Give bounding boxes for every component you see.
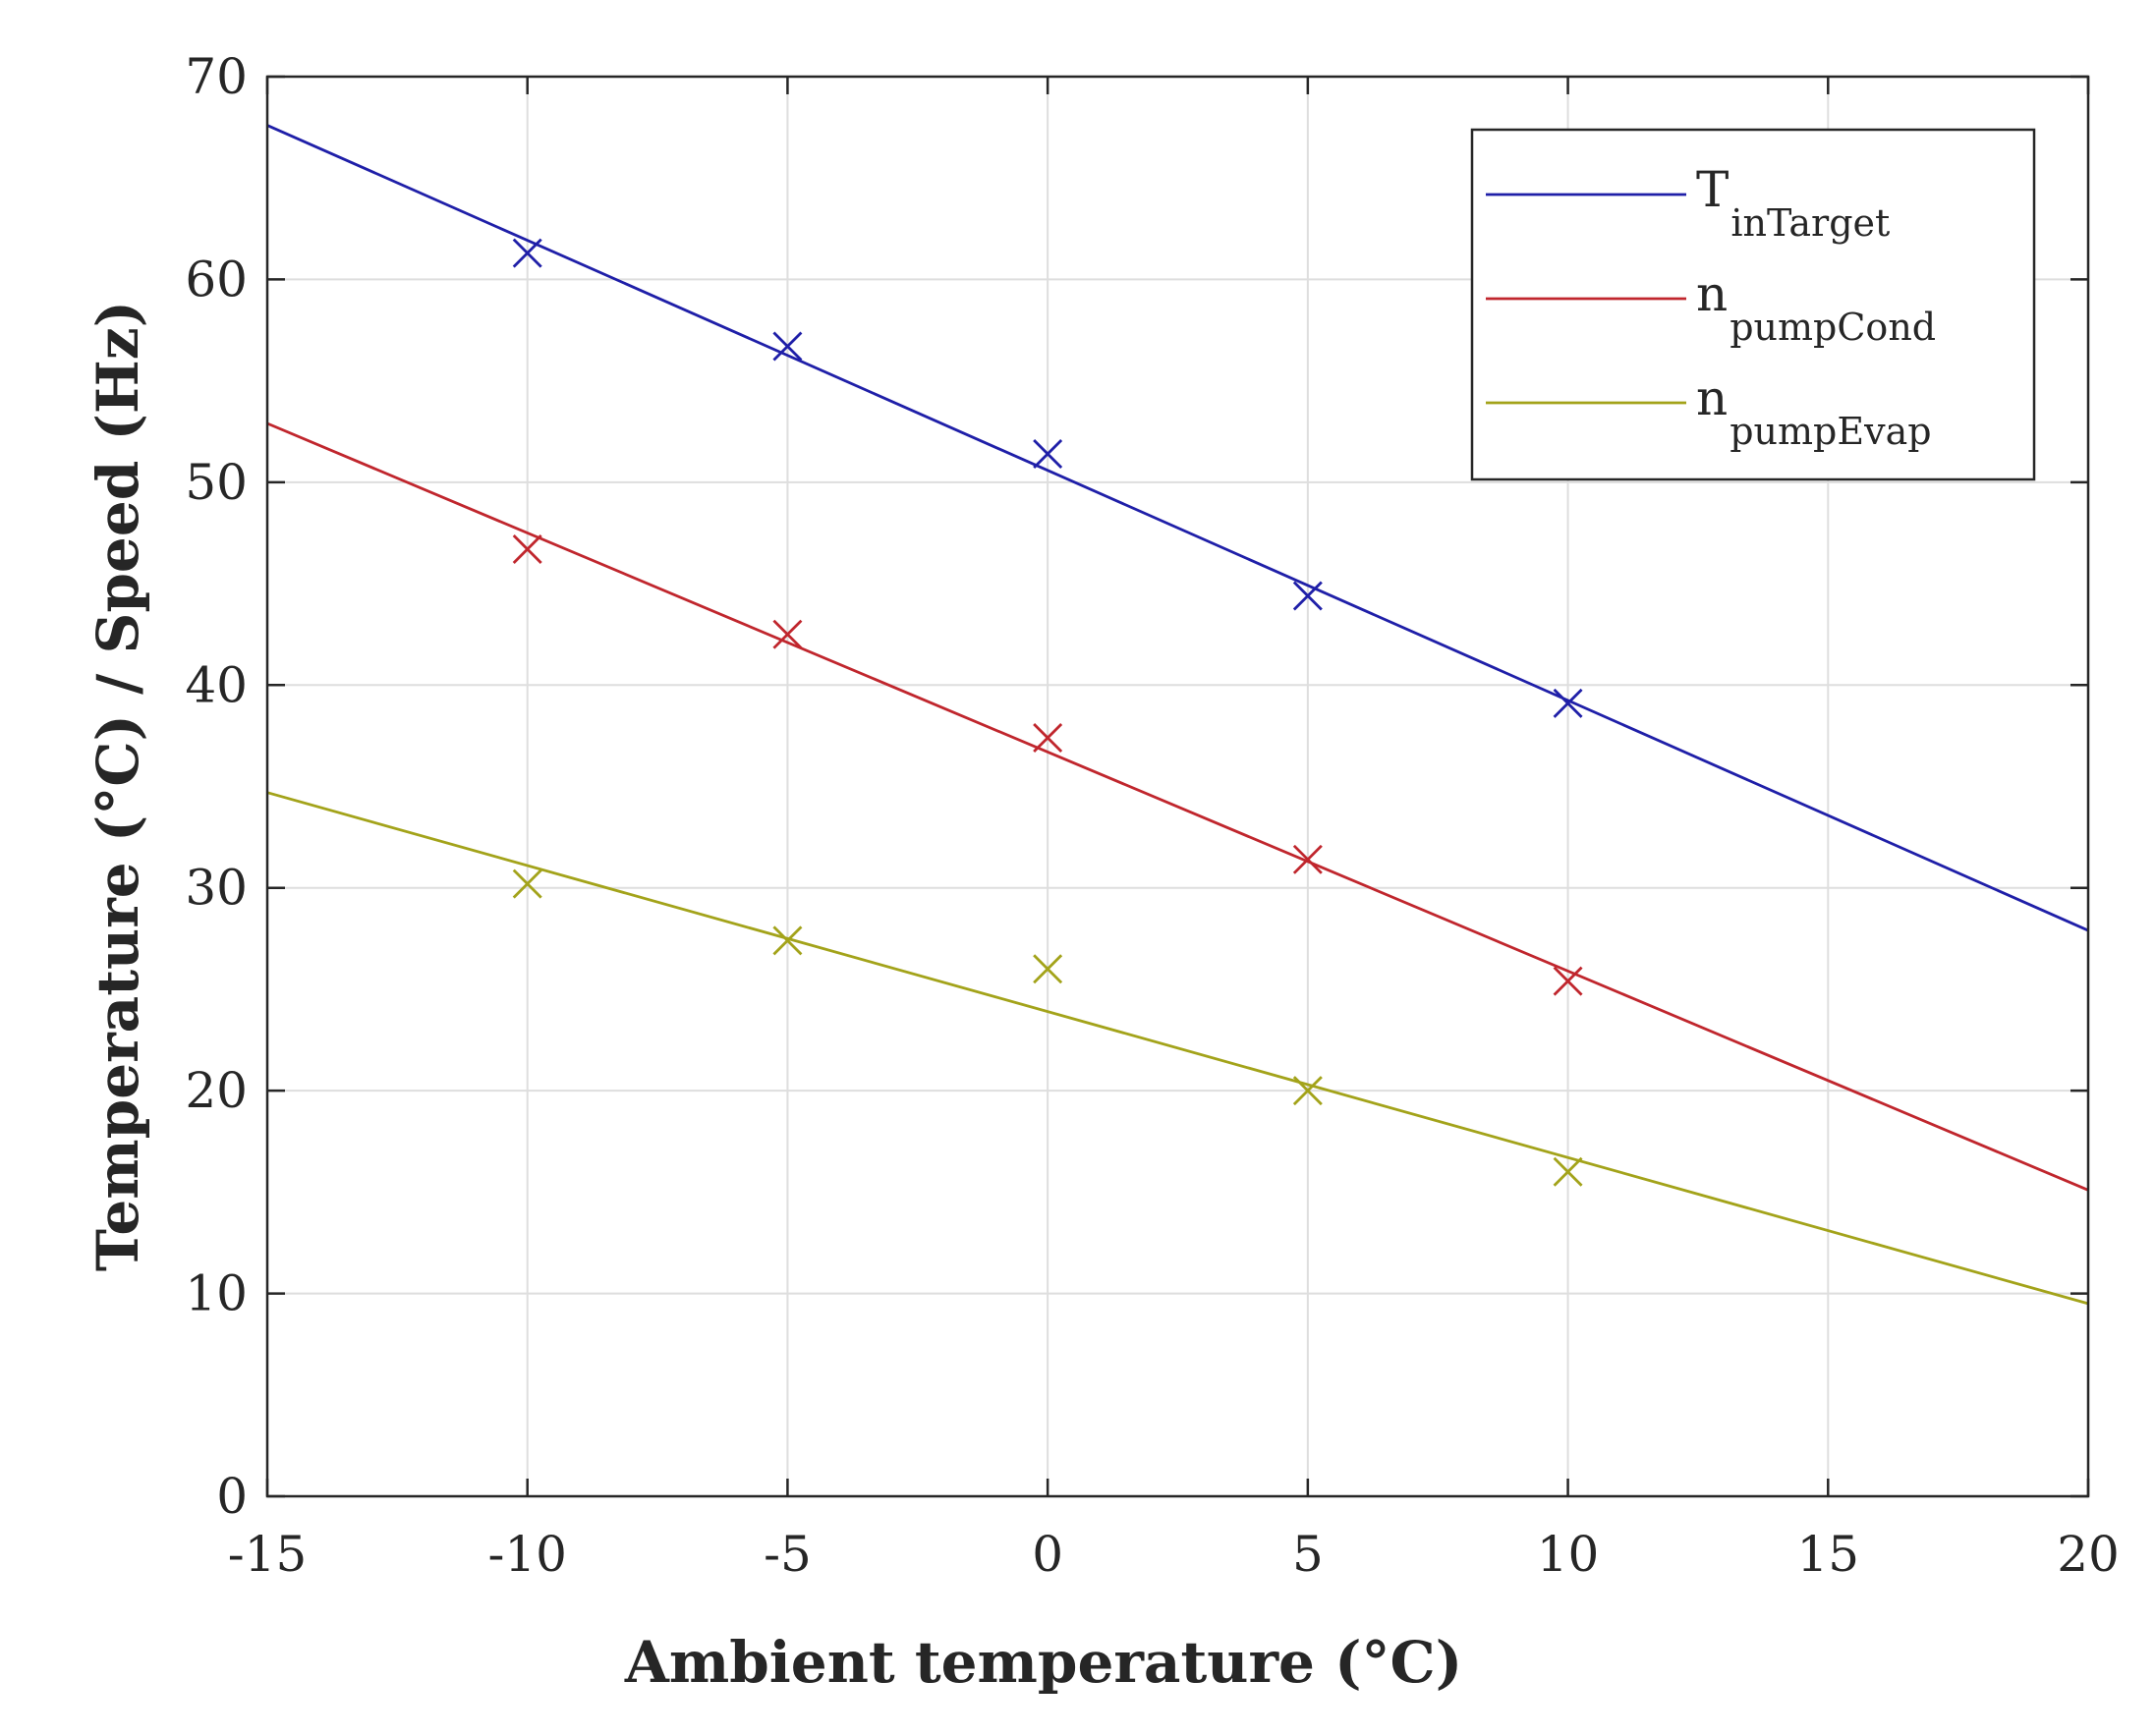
x-tick-label: -15 bbox=[228, 1526, 308, 1583]
data-point-marker bbox=[772, 331, 803, 362]
series-n_pumpCond bbox=[266, 421, 2089, 1192]
data-point-marker bbox=[1033, 722, 1063, 753]
x-tick-label: -10 bbox=[487, 1526, 567, 1583]
y-tick-label: 0 bbox=[216, 1468, 248, 1525]
y-tick-label: 10 bbox=[185, 1265, 248, 1322]
data-point-marker bbox=[1553, 966, 1583, 996]
y-tick-label: 20 bbox=[185, 1062, 248, 1119]
x-axis-title: Ambient temperature (°C) bbox=[624, 1629, 1462, 1696]
y-tick-label: 40 bbox=[185, 656, 248, 713]
x-tick-label: 10 bbox=[1537, 1526, 1600, 1583]
data-point-marker bbox=[772, 925, 803, 956]
plot-area-frame bbox=[265, 75, 2090, 1498]
grid-layer bbox=[267, 77, 2088, 1496]
x-tick-label: 5 bbox=[1292, 1526, 1324, 1583]
data-point-marker bbox=[1553, 1156, 1583, 1187]
legend-box bbox=[1470, 128, 2036, 481]
data-point-marker bbox=[512, 238, 542, 268]
y-axis-title: Temperature (°C) / Speed (Hz) bbox=[85, 301, 151, 1271]
fit-line-T_inTarget bbox=[266, 124, 2089, 932]
axes-layer bbox=[265, 75, 2090, 1498]
y-tick-label: 70 bbox=[185, 48, 248, 105]
data-point-marker bbox=[512, 868, 542, 899]
data-point-marker bbox=[1033, 954, 1063, 984]
data-point-marker bbox=[1292, 844, 1323, 874]
y-tick-label: 50 bbox=[185, 454, 248, 511]
fit-line-n_pumpEvap bbox=[266, 791, 2089, 1306]
x-tick-label: 20 bbox=[2057, 1526, 2120, 1583]
series-layer bbox=[266, 124, 2089, 1306]
fit-line-n_pumpCond bbox=[266, 421, 2089, 1192]
y-tick-label: 30 bbox=[185, 860, 248, 917]
y-tick-label: 60 bbox=[185, 251, 248, 308]
legend-label-subscript: inTarget bbox=[1730, 201, 1890, 245]
ticks-layer: -15 -10 -5 0 5 10 15 20 0 10 20 30 40 50 60 70 bbox=[185, 48, 2119, 1583]
data-point-marker bbox=[1553, 688, 1583, 718]
data-point-marker bbox=[1292, 581, 1323, 611]
data-point-marker bbox=[1292, 1076, 1323, 1106]
legend-label-subscript: pumpCond bbox=[1730, 306, 1936, 349]
series-T_inTarget bbox=[266, 124, 2089, 932]
x-tick-label: -5 bbox=[764, 1526, 812, 1583]
series-n_pumpEvap bbox=[266, 791, 2089, 1306]
data-point-marker bbox=[1033, 438, 1063, 469]
x-tick-label: 0 bbox=[1032, 1526, 1063, 1583]
x-tick-label: 15 bbox=[1796, 1526, 1859, 1583]
data-point-marker bbox=[512, 533, 542, 564]
data-point-marker bbox=[772, 619, 803, 649]
legend-label-subscript: pumpEvap bbox=[1730, 410, 1931, 453]
